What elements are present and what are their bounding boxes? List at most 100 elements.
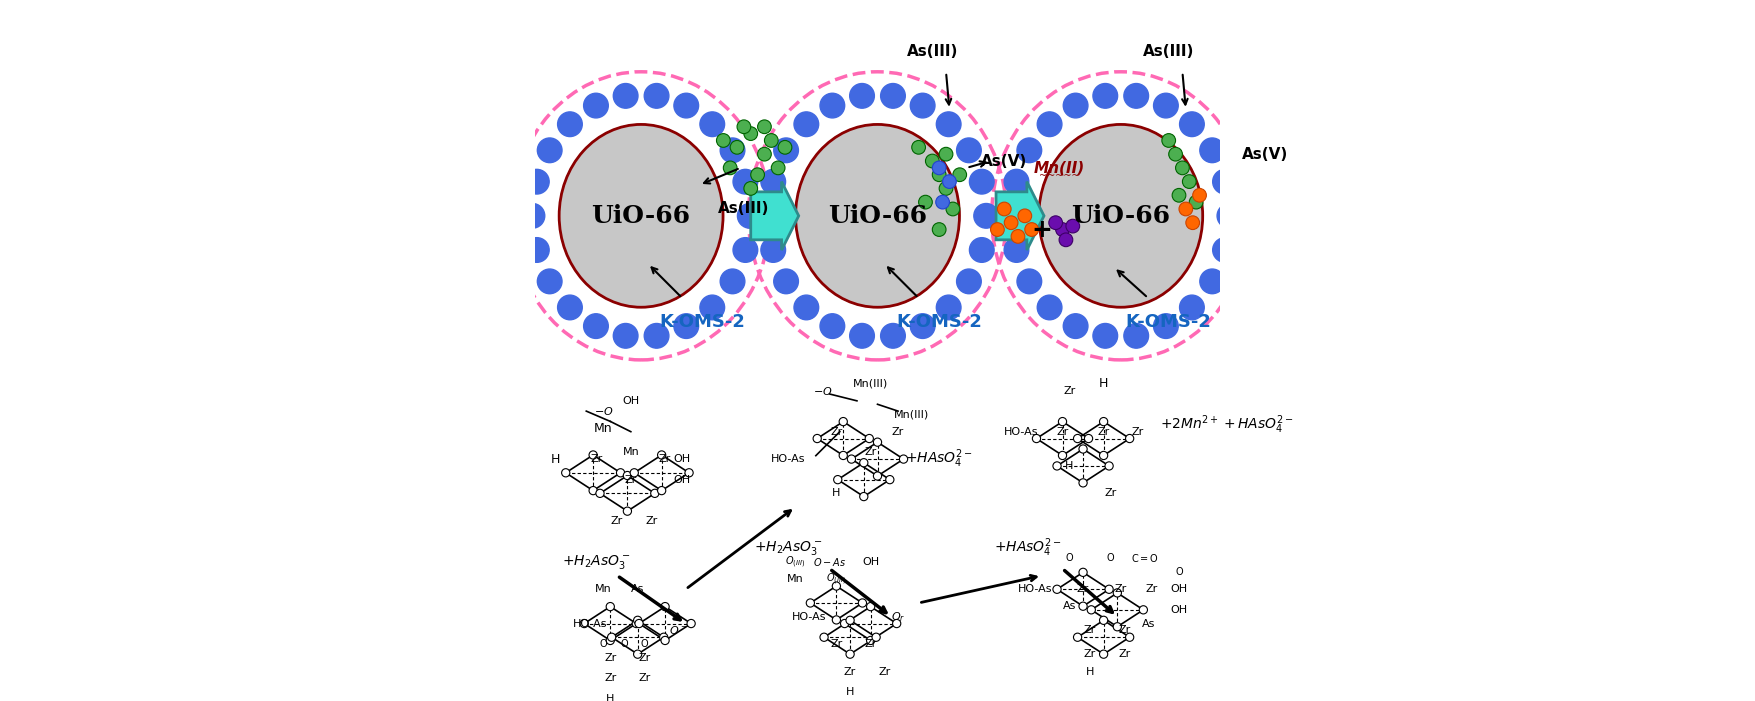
Text: Zr: Zr [604,653,616,663]
Circle shape [953,168,967,182]
Circle shape [974,203,999,228]
Text: Mn(III): Mn(III) [893,409,930,420]
Text: OH: OH [1171,584,1188,594]
Circle shape [1200,269,1225,294]
Text: Zr: Zr [1078,584,1090,594]
Text: As: As [1064,601,1076,611]
Circle shape [612,83,639,108]
Text: $-O$: $-O$ [813,385,832,397]
Text: HO-As: HO-As [792,612,827,622]
Text: Zr: Zr [1132,427,1144,437]
Ellipse shape [560,125,723,307]
Circle shape [990,223,1004,236]
Circle shape [765,134,777,147]
Text: $+ H_2AsO_3^-$: $+ H_2AsO_3^-$ [755,539,823,557]
Text: $+ HAsO_4^{2-}$: $+ HAsO_4^{2-}$ [995,537,1062,559]
Circle shape [1099,418,1107,426]
Circle shape [674,93,698,118]
Circle shape [925,154,939,168]
Circle shape [1004,238,1028,262]
Circle shape [939,147,953,161]
Circle shape [1025,223,1039,236]
Text: K-OMS-2: K-OMS-2 [660,313,746,331]
Circle shape [737,203,762,228]
Text: Zr: Zr [611,516,623,526]
Ellipse shape [560,125,723,307]
Circle shape [723,161,737,175]
Circle shape [1179,295,1204,320]
Circle shape [865,435,874,442]
Text: $+ HAsO_4^{2-}$: $+ HAsO_4^{2-}$ [906,448,972,470]
Text: Zr: Zr [892,427,904,437]
Text: Mn: Mn [595,422,612,435]
Ellipse shape [560,125,723,307]
Circle shape [937,295,962,320]
Circle shape [911,314,935,339]
Circle shape [644,83,669,108]
Circle shape [849,83,874,108]
Circle shape [1093,323,1118,348]
Circle shape [623,507,632,515]
Circle shape [658,486,665,495]
Circle shape [632,620,641,627]
Circle shape [1183,175,1197,189]
Circle shape [1179,112,1204,137]
Text: Zr: Zr [625,475,637,484]
Circle shape [1093,83,1118,108]
Circle shape [1162,134,1176,147]
Circle shape [1179,202,1193,216]
Text: +: + [1032,217,1053,242]
Text: HO-As: HO-As [770,454,806,464]
Text: $O_{(III)}$: $O_{(III)}$ [827,571,846,587]
Circle shape [1190,196,1202,209]
Circle shape [607,633,616,641]
Text: Zr: Zr [1085,649,1097,660]
Circle shape [634,616,642,625]
Circle shape [1186,216,1200,229]
Circle shape [1058,418,1067,426]
Circle shape [932,168,946,182]
Circle shape [623,471,632,479]
Circle shape [846,650,855,658]
Circle shape [737,120,751,134]
Circle shape [860,493,869,501]
Circle shape [590,486,597,495]
Circle shape [662,602,669,611]
Circle shape [1176,161,1190,175]
Circle shape [872,633,881,641]
Circle shape [1099,616,1107,625]
Ellipse shape [795,125,960,307]
Ellipse shape [1039,125,1202,307]
Circle shape [605,602,614,611]
Text: Zr: Zr [658,454,670,464]
Ellipse shape [795,125,960,307]
Circle shape [734,238,758,262]
Text: $O_r$: $O_r$ [892,610,906,624]
Circle shape [651,489,658,498]
Circle shape [1053,585,1062,593]
Text: OH: OH [674,454,691,464]
Circle shape [762,238,786,262]
Text: Zr: Zr [1146,584,1158,594]
Circle shape [686,620,695,627]
Circle shape [770,161,784,175]
Circle shape [644,323,669,348]
Text: Zr: Zr [1104,489,1116,498]
Circle shape [537,269,562,294]
Text: As(III): As(III) [1143,44,1195,59]
Circle shape [558,295,583,320]
Text: H: H [1065,461,1074,471]
Text: Mn(II): Mn(II) [1034,161,1085,175]
Circle shape [1172,189,1186,202]
Text: Zr: Zr [1064,386,1076,395]
Circle shape [1213,170,1237,194]
Text: H: H [1099,377,1109,390]
Circle shape [997,202,1011,216]
FancyArrow shape [997,182,1044,250]
Circle shape [1064,314,1088,339]
Circle shape [1079,602,1086,611]
Circle shape [848,455,856,463]
Ellipse shape [1039,125,1202,307]
Text: K-OMS-2: K-OMS-2 [897,313,983,331]
Circle shape [519,203,544,228]
